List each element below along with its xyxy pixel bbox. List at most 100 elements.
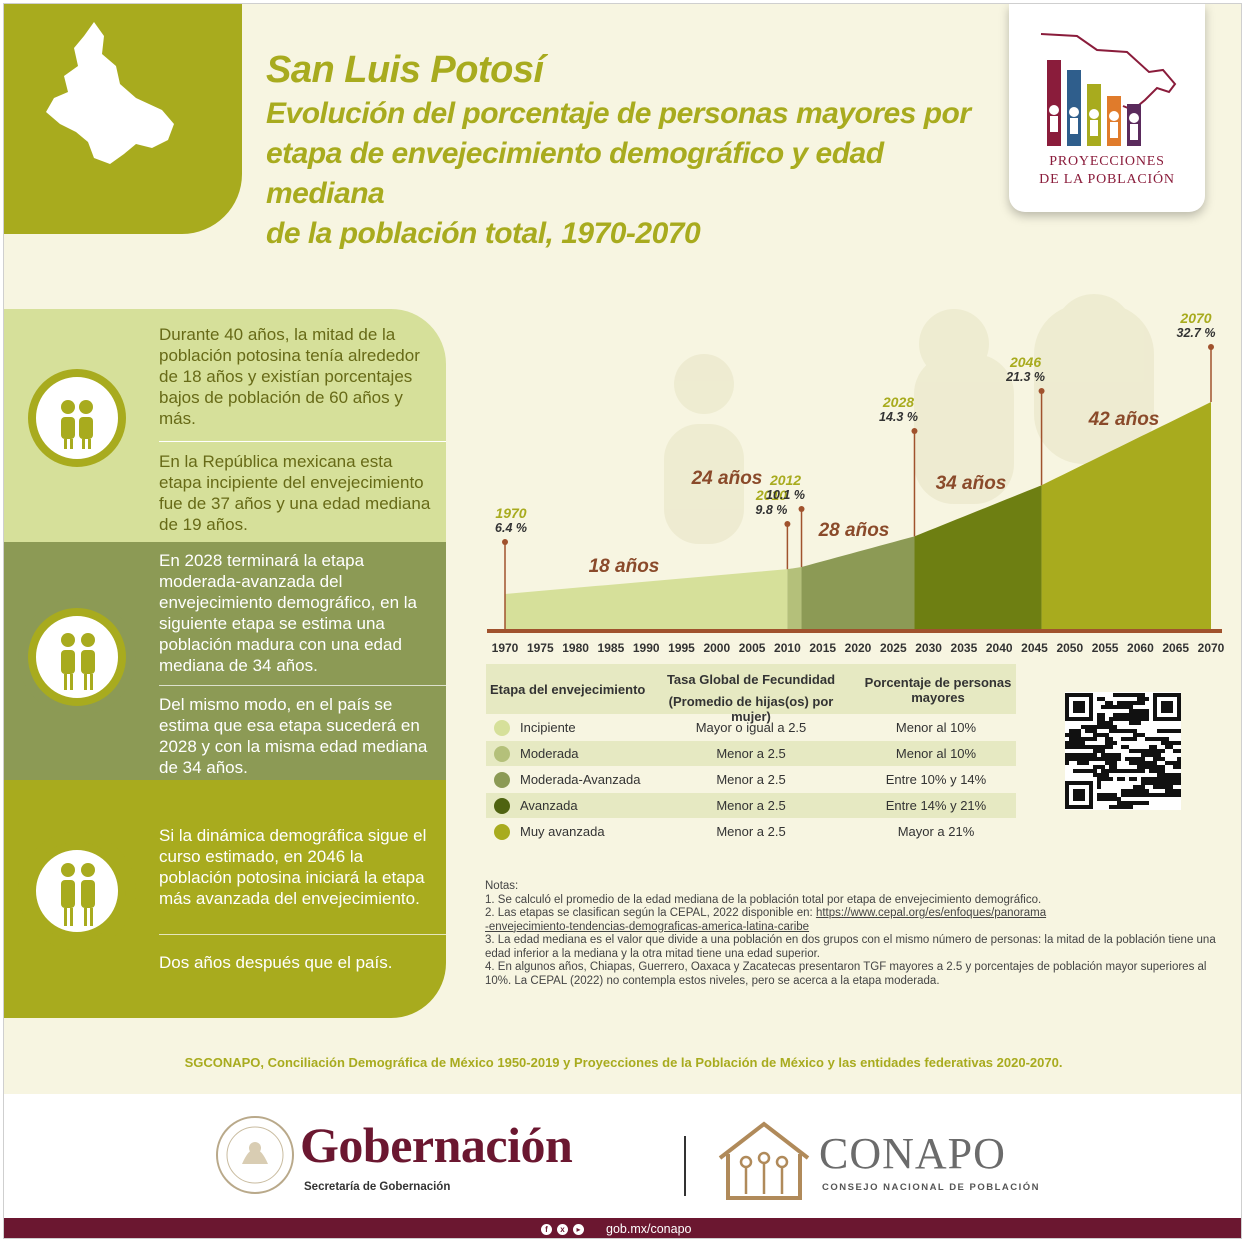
website-link[interactable]: gob.mx/conapo — [606, 1222, 692, 1236]
note-1: 1. Se calculó el promedio de la edad med… — [485, 893, 1042, 906]
mexico-figures-logo-icon — [1040, 33, 1177, 146]
x-tick-label: 1970 — [492, 641, 519, 655]
notes: Notas: 1. Se calculó el promedio de la e… — [485, 880, 1220, 988]
proyecciones-logo: PROYECCIONES DE LA POBLACIÓN — [1009, 4, 1205, 212]
header-stage: Etapa del envejecimiento — [490, 682, 646, 697]
stage-color-swatch — [494, 824, 510, 840]
facebook-icon[interactable]: f — [541, 1224, 552, 1235]
x-tick-label: 2000 — [703, 641, 730, 655]
x-tick-label: 2050 — [1056, 641, 1083, 655]
aging-chart: 18 años 24 años 28 años 34 años 42 años 1970… — [474, 284, 1234, 664]
youtube-icon[interactable]: ▸ — [573, 1224, 584, 1235]
stage-name: Avanzada — [520, 798, 578, 813]
panel-3-text-a: Si la dinámica demográfica sigue el curs… — [159, 826, 427, 908]
stage-color-swatch — [494, 746, 510, 762]
marker-dot — [798, 506, 805, 512]
stage-median-age-label: 42 años — [1088, 409, 1160, 430]
table-row: Avanzada Menor a 2.5 Entre 14% y 21% — [486, 793, 1016, 818]
divider — [159, 934, 446, 935]
x-tick-label: 1985 — [598, 641, 625, 655]
marker-dot — [502, 539, 508, 545]
header-pct: Porcentaje de personas mayores — [864, 675, 1012, 705]
title-block: San Luis Potosí Evolución del porcentaje… — [266, 46, 986, 254]
stage-percent: Entre 14% y 21% — [885, 798, 987, 813]
x-tick-label: 2030 — [915, 641, 942, 655]
title-line-3: de la población total, 1970-2070 — [266, 217, 701, 250]
note-2-text: 2. Las etapas se clasifican según la CEP… — [485, 907, 816, 919]
stage-area — [787, 566, 802, 629]
x-tick-label: 1990 — [633, 641, 660, 655]
bottom-bar: f x ▸ gob.mx/conapo — [4, 1218, 1241, 1238]
table-row: Incipiente Mayor o igual a 2.5 Menor al 10… — [486, 715, 1016, 740]
conapo-logo: CONAPO — [819, 1129, 1006, 1178]
x-tick-label: 2045 — [1021, 641, 1048, 655]
logo-line-2: DE LA POBLACIÓN — [1039, 172, 1175, 187]
table-row: Moderada-Avanzada Menor a 2.5 Entre 10% y … — [486, 767, 1016, 792]
stage-tgf: Menor a 2.5 — [716, 824, 786, 839]
qr-code[interactable] — [1065, 692, 1181, 810]
header-tgf: Tasa Global de Fecundidad — [666, 672, 836, 687]
stage-table: Etapa del envejecimiento Tasa Global de … — [486, 664, 1016, 844]
stage-tgf: Mayor o igual a 2.5 — [695, 720, 807, 735]
infographic: San Luis Potosí Evolución del porcentaje… — [3, 3, 1242, 1239]
x-tick-label: 2060 — [1127, 641, 1154, 655]
stage-name: Muy avanzada — [520, 824, 605, 839]
marker-year: 1970 — [495, 505, 526, 521]
cepal-link-cont[interactable]: -envejecimiento-tendencias-demograficas-… — [485, 920, 810, 933]
panel-1-text-a: Durante 40 años, la mitad de la població… — [159, 325, 420, 428]
stage-area — [914, 485, 1042, 629]
x-tick-label: 2020 — [845, 641, 872, 655]
marker-dot — [784, 521, 791, 527]
state-map-block — [4, 4, 242, 234]
conapo-house-icon — [718, 1121, 810, 1200]
panel-2-text-b: Del mismo modo, en el país se estima que… — [159, 695, 428, 777]
table-header: Etapa del envejecimiento Tasa Global de … — [486, 664, 1016, 724]
stage-area — [505, 569, 788, 629]
title-line-1: Evolución del porcentaje de personas may… — [266, 97, 971, 130]
stage-name: Incipiente — [520, 720, 576, 735]
panel-3-text-b: Dos años después que el país. — [159, 953, 393, 972]
adults-icon — [61, 863, 95, 926]
state-title: San Luis Potosí — [266, 49, 544, 91]
stage-median-age-label: 24 años — [691, 468, 763, 489]
note-4: 4. En algunos años, Chiapas, Guerrero, O… — [485, 961, 1207, 987]
x-tick-label: 1995 — [668, 641, 695, 655]
marker-year: 2012 — [769, 472, 801, 488]
stage-area — [801, 536, 915, 629]
qr-code-image — [1065, 693, 1181, 809]
marker-dot — [911, 428, 918, 434]
marker-percent: 14.3 % — [879, 410, 918, 424]
marker-dot — [1038, 388, 1045, 394]
marker-percent: 6.4 % — [495, 521, 527, 535]
aging-chart-svg: 18 años 24 años 28 años 34 años 42 años 1970… — [487, 294, 1225, 655]
panel-moderada-avanzada: En 2028 terminará la etapa moderada-avan… — [4, 542, 446, 780]
marker-percent: 10.1 % — [766, 488, 805, 502]
stage-color-swatch — [494, 798, 510, 814]
stage-area — [1041, 402, 1211, 629]
gobernacion-subtitle: Secretaría de Gobernación — [304, 1181, 451, 1193]
marker-year: 2010 — [755, 487, 787, 503]
stage-median-age-label: 28 años — [818, 520, 890, 541]
x-tick-label: 2035 — [951, 641, 978, 655]
conapo-subtitle: CONSEJO NACIONAL DE POBLACIÓN — [822, 1182, 1041, 1193]
marker-dot — [1208, 344, 1214, 350]
stage-color-swatch — [494, 720, 510, 736]
table-row: Muy avanzada Menor a 2.5 Mayor a 21% — [486, 819, 1016, 844]
cepal-link[interactable]: https://www.cepal.org/es/enfoques/panora… — [815, 907, 1047, 919]
x-tick-label: 2005 — [739, 641, 766, 655]
marker-percent: 9.8 % — [755, 503, 787, 517]
x-tick-label: 2070 — [1198, 641, 1225, 655]
logo-separator — [684, 1136, 686, 1196]
marker-percent: 21.3 % — [1005, 370, 1045, 384]
marker-year: 2046 — [1009, 354, 1041, 370]
stage-percent: Menor al 10% — [895, 746, 977, 761]
stage-tgf: Menor a 2.5 — [716, 772, 786, 787]
footer: Gobernación Secretaría de Gobernación CO… — [4, 1094, 1241, 1218]
stage-percent: Menor al 10% — [895, 720, 977, 735]
x-icon[interactable]: x — [557, 1224, 568, 1235]
youth-icon — [61, 633, 95, 690]
state-map-icon — [46, 22, 174, 164]
table-row: Moderada Menor a 2.5 Menor al 10% — [486, 741, 1016, 766]
stage-name: Moderada — [520, 746, 579, 761]
x-tick-label: 2040 — [986, 641, 1013, 655]
